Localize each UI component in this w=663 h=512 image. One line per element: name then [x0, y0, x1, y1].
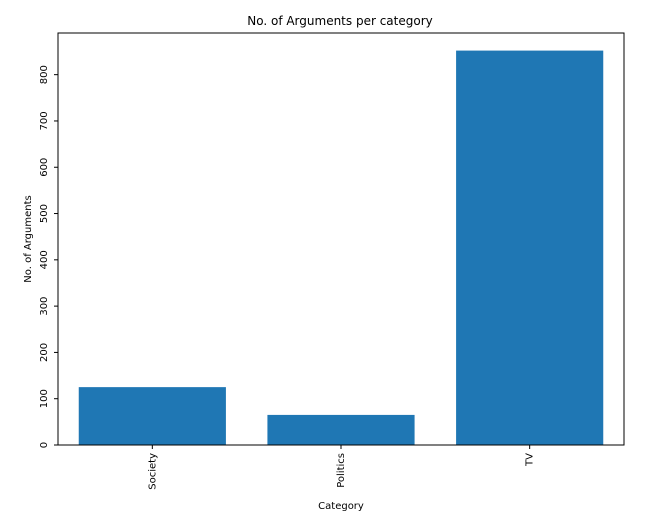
plot-area: 0 100 200 300 400 500 600 700 800 Society Politic… — [39, 32, 625, 490]
y-tick-label-400: 400 — [39, 250, 50, 269]
x-tick-label-politics: Politics — [336, 453, 347, 488]
x-axis: Society Politics TV — [147, 445, 536, 490]
y-axis-label: No. of Arguments — [23, 195, 34, 282]
y-tick-label-700: 700 — [39, 111, 50, 130]
bar-society — [78, 387, 226, 445]
y-tick-label-500: 500 — [39, 204, 50, 223]
bar-politics — [267, 414, 415, 445]
y-axis: 0 100 200 300 400 500 600 700 800 — [39, 65, 58, 448]
x-tick-label-society: Society — [147, 453, 158, 490]
y-tick-label-200: 200 — [39, 343, 50, 362]
y-tick-label-600: 600 — [39, 158, 50, 177]
x-tick-label-tv: TV — [525, 453, 536, 467]
y-tick-label-0: 0 — [39, 442, 50, 448]
y-tick-label-300: 300 — [39, 297, 50, 316]
bar-tv — [456, 50, 604, 446]
bars — [78, 50, 604, 446]
x-axis-label: Category — [318, 501, 364, 512]
plot-frame — [57, 32, 625, 446]
y-tick-label-100: 100 — [39, 389, 50, 408]
y-tick-label-800: 800 — [39, 65, 50, 84]
chart-title: No. of Arguments per category — [247, 14, 433, 28]
